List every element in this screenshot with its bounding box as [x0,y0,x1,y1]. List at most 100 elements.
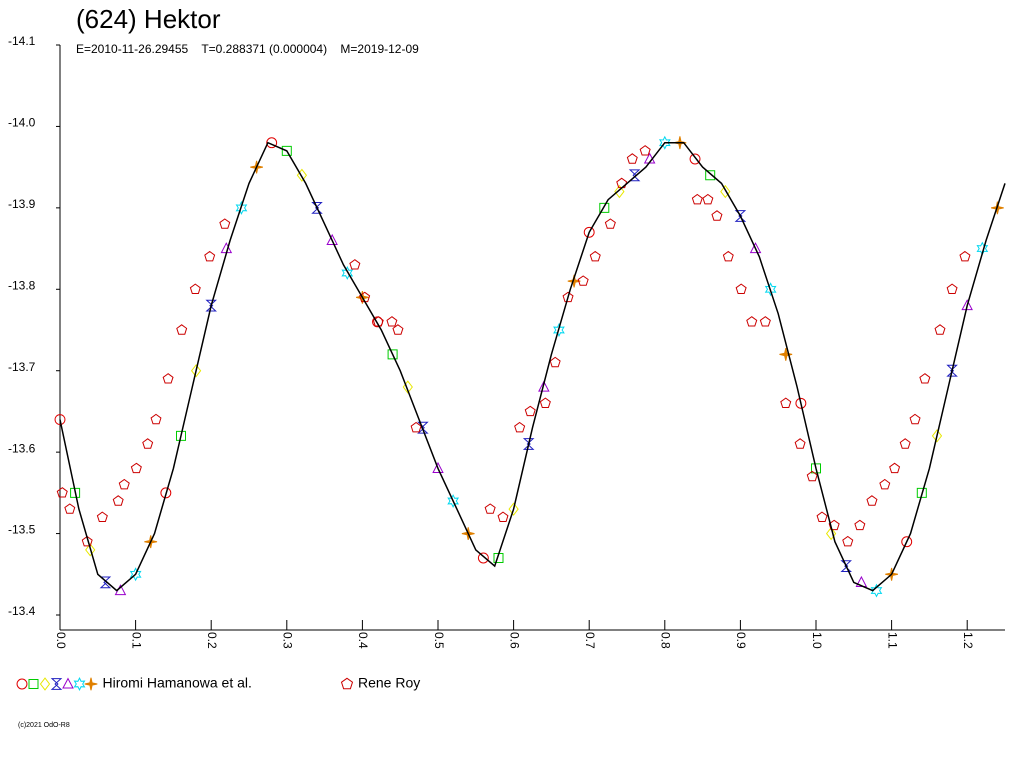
data-point [410,421,422,433]
data-point [794,438,806,449]
y-tick-label: -13.8 [8,278,36,292]
data-point [780,397,792,408]
data-point [870,583,883,598]
data-point [722,250,734,262]
x-tick-label: 0.6 [507,632,521,649]
data-point [189,283,201,294]
data-point [549,356,561,368]
data-point [387,349,398,360]
data-point [150,413,162,425]
data-point [759,316,771,327]
data-point [764,282,777,297]
data-point [735,283,747,294]
data-point [919,373,931,384]
data-point [296,168,308,182]
data-point [162,373,174,384]
data-point [497,511,509,522]
data-point [508,502,519,516]
data-point [901,536,913,548]
data-point [70,487,81,498]
y-tick-label: -13.6 [8,441,36,455]
legend-label: Rene Roy [358,675,420,691]
x-tick-label: 0.0 [54,632,68,649]
x-tick-label: 0.2 [205,632,219,649]
data-point [539,397,551,408]
data-point [205,299,217,312]
x-tick-label: 0.4 [356,632,370,649]
data-point [349,259,361,270]
data-point [816,511,828,522]
chart-title: (624) Hektor [76,4,221,34]
y-tick-label: -13.9 [8,197,36,211]
data-point [702,193,714,205]
data-point [129,567,142,582]
data-point [281,145,292,156]
data-point [54,414,66,426]
data-point [840,560,852,572]
data-point [842,535,854,547]
data-point [589,250,601,262]
legend-symbol [16,678,28,690]
data-point [341,265,354,280]
legend-symbol [39,677,51,691]
data-point [190,364,202,378]
data-point [235,200,248,215]
data-point [56,487,68,498]
chart-subtitle: E=2010-11-26.29455 T=0.288371 (0.000004)… [76,42,419,56]
data-point [160,487,172,499]
data-point [130,462,142,474]
y-tick-label: -13.4 [8,604,36,618]
data-point [626,153,638,164]
x-tick-label: 0.1 [129,632,143,649]
data-point [931,429,943,443]
data-point [562,291,574,303]
data-point [577,275,589,286]
data-point [795,397,807,409]
y-tick-label: -13.7 [8,360,36,374]
data-point [392,324,404,335]
data-point [614,184,625,199]
data-point [522,438,535,450]
data-point [81,535,93,547]
legend-symbol [73,676,86,692]
legend-symbol [62,677,74,689]
data-point [432,461,444,473]
data-point [720,184,731,199]
x-tick-label: 0.9 [734,632,748,649]
data-point [866,495,878,506]
data-point [825,526,837,541]
data-point [524,405,536,417]
data-point [711,210,723,221]
data-point [639,145,651,156]
legend-label: Hiromi Hamanowa et al. [103,675,252,691]
data-point [514,421,526,433]
data-point [583,226,595,238]
y-tick-label: -14.0 [8,116,36,130]
data-point [689,153,701,165]
legend-symbol [50,678,63,690]
y-tick-label: -13.5 [8,523,36,537]
legend-symbol [84,677,98,691]
data-point [691,193,703,205]
data-point [85,543,96,557]
data-point [806,470,818,482]
data-point [118,478,130,490]
data-point [854,519,866,531]
data-point [961,299,973,311]
data-point [811,463,821,474]
data-point [386,316,398,327]
data-point [879,478,891,490]
data-point [946,364,958,377]
data-point [934,324,946,335]
data-point [219,218,231,229]
legend-symbol [28,679,39,689]
data-point [204,250,216,262]
data-point [959,250,971,262]
x-tick-label: 1.1 [885,632,899,649]
fit-curve [59,141,1006,592]
data-point [417,421,429,434]
data-point [553,322,565,338]
x-tick-label: 0.3 [281,632,295,649]
